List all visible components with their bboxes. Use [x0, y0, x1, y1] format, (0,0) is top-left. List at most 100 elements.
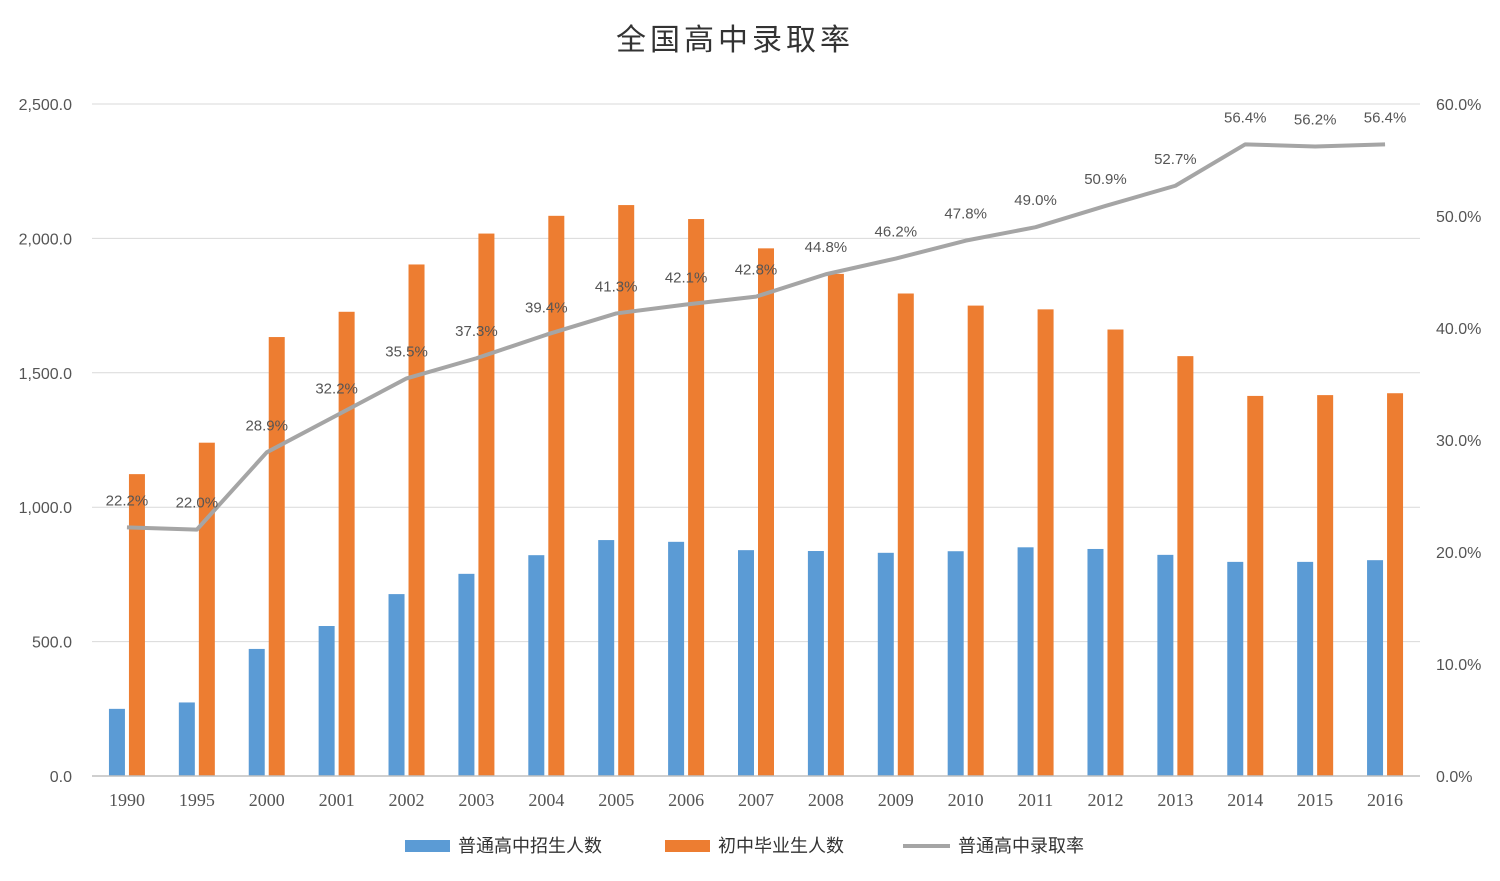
bar-enrollment: [1017, 547, 1034, 776]
y-right-tick-label: 30.0%: [1436, 433, 1481, 450]
rate-data-label: 28.9%: [245, 417, 288, 434]
x-tick-label: 2004: [528, 790, 564, 810]
bar-graduates: [758, 248, 774, 777]
rate-data-label: 44.8%: [805, 239, 848, 256]
bar-graduates: [1317, 395, 1334, 776]
legend-label-rate: 普通高中录取率: [958, 836, 1084, 857]
x-tick-label: 2005: [598, 790, 634, 810]
rate-data-label: 42.1%: [665, 269, 708, 286]
rate-data-label: 50.9%: [1084, 171, 1127, 188]
rate-line-path: [126, 142, 1386, 532]
x-tick-label: 2015: [1297, 790, 1333, 810]
bar-graduates: [128, 474, 145, 776]
legend-label-graduates: 初中毕业生人数: [718, 836, 844, 857]
bar-enrollment: [738, 550, 754, 776]
bar-graduates: [408, 264, 425, 776]
rate-data-label: 39.4%: [525, 300, 568, 317]
bar-graduates: [827, 273, 844, 776]
bar-enrollment: [1157, 554, 1174, 776]
rate-data-label: 56.4%: [1364, 109, 1407, 126]
rate-line: [126, 142, 1386, 532]
bar-enrollment: [668, 541, 685, 776]
y-left-tick-label: 1,000.0: [19, 500, 72, 517]
y-right-tick-label: 20.0%: [1436, 545, 1481, 562]
bar-enrollment: [528, 555, 545, 776]
bar-enrollment: [318, 626, 335, 776]
legend-swatch-enrollment: [405, 840, 450, 852]
y-right-tick-label: 40.0%: [1436, 321, 1481, 338]
x-tick-label: 2012: [1087, 790, 1123, 810]
rate-data-label: 35.5%: [385, 343, 428, 360]
x-tick-label: 2011: [1018, 790, 1053, 810]
bar-graduates: [618, 205, 635, 777]
rate-data-label: 46.2%: [875, 224, 918, 241]
y-right-tick-label: 10.0%: [1436, 657, 1481, 674]
rate-data-label: 42.8%: [735, 262, 778, 279]
x-tick-label: 2008: [808, 790, 844, 810]
rate-data-label: 52.7%: [1154, 151, 1197, 168]
y-left-tick-label: 1,500.0: [19, 366, 72, 383]
x-tick-label: 2014: [1227, 790, 1263, 810]
x-tick-label: 2007: [738, 790, 774, 810]
x-tick-label: 2001: [319, 790, 355, 810]
rate-data-label: 37.3%: [455, 323, 498, 340]
x-tick-label: 1990: [109, 790, 145, 810]
y-right-tick-label: 50.0%: [1436, 209, 1481, 226]
x-tick-label: 2013: [1157, 790, 1193, 810]
bar-enrollment: [877, 552, 894, 776]
bar-enrollment: [1087, 548, 1104, 776]
bar-graduates: [268, 337, 285, 776]
x-tick-label: 2006: [668, 790, 704, 810]
bar-graduates: [1177, 356, 1194, 776]
rate-data-label: 41.3%: [595, 278, 638, 295]
bar-graduates: [548, 215, 565, 776]
y-left-tick-label: 0.0: [50, 769, 72, 786]
y-left-tick-label: 2,500.0: [19, 97, 72, 114]
bar-graduates: [1387, 393, 1404, 776]
rate-data-label: 56.2%: [1294, 112, 1337, 129]
bar-enrollment: [108, 708, 125, 776]
bar-enrollment: [807, 551, 824, 776]
bars: [108, 205, 1404, 777]
chart-title: 全国高中录取率: [616, 23, 854, 58]
bar-graduates: [967, 305, 984, 776]
bar-enrollment: [178, 702, 195, 776]
rate-data-label: 32.2%: [315, 380, 358, 397]
x-axis: 1990 1995 2000 2001 2002 2003 2004 2005 2006 2007…: [109, 790, 1403, 810]
legend-label-enrollment: 普通高中招生人数: [458, 836, 602, 857]
y-left-tick-label: 2,000.0: [19, 231, 72, 248]
legend: 普通高中招生人数 初中毕业生人数 普通高中录取率: [405, 836, 1084, 857]
x-tick-label: 1995: [179, 790, 215, 810]
x-tick-label: 2003: [458, 790, 494, 810]
bar-graduates: [478, 233, 495, 777]
rate-labels: 22.2% 22.0% 28.9% 32.2% 35.5% 37.3% 39.4% 41.3%…: [106, 109, 1407, 511]
bar-graduates: [1247, 395, 1264, 776]
bar-enrollment: [1227, 561, 1244, 776]
x-tick-label: 2016: [1367, 790, 1403, 810]
rate-data-label: 47.8%: [944, 206, 987, 223]
bar-graduates: [338, 311, 355, 776]
rate-data-label: 22.0%: [176, 495, 219, 512]
y-left-tick-label: 500.0: [32, 635, 72, 652]
bar-graduates: [1107, 329, 1124, 776]
bar-graduates: [897, 293, 914, 776]
rate-data-label: 56.4%: [1224, 109, 1267, 126]
bar-graduates: [688, 219, 705, 777]
rate-data-label: 49.0%: [1014, 192, 1057, 209]
left-axis: 0.0 500.0 1,000.0 1,500.0 2,000.0 2,500.0: [19, 97, 72, 786]
y-right-tick-label: 60.0%: [1436, 97, 1481, 114]
x-tick-label: 2002: [389, 790, 425, 810]
bar-graduates: [1037, 309, 1054, 776]
x-tick-label: 2000: [249, 790, 285, 810]
right-axis: 0.0% 10.0% 20.0% 30.0% 40.0% 50.0% 60.0%: [1436, 97, 1481, 786]
bar-enrollment: [1297, 561, 1314, 776]
bar-enrollment: [1367, 560, 1384, 776]
x-tick-label: 2010: [948, 790, 984, 810]
bar-enrollment: [388, 594, 405, 776]
y-right-tick-label: 0.0%: [1436, 769, 1472, 786]
bar-enrollment: [248, 648, 265, 776]
bar-enrollment: [598, 540, 615, 776]
legend-swatch-graduates: [665, 840, 710, 852]
bar-enrollment: [947, 551, 964, 776]
